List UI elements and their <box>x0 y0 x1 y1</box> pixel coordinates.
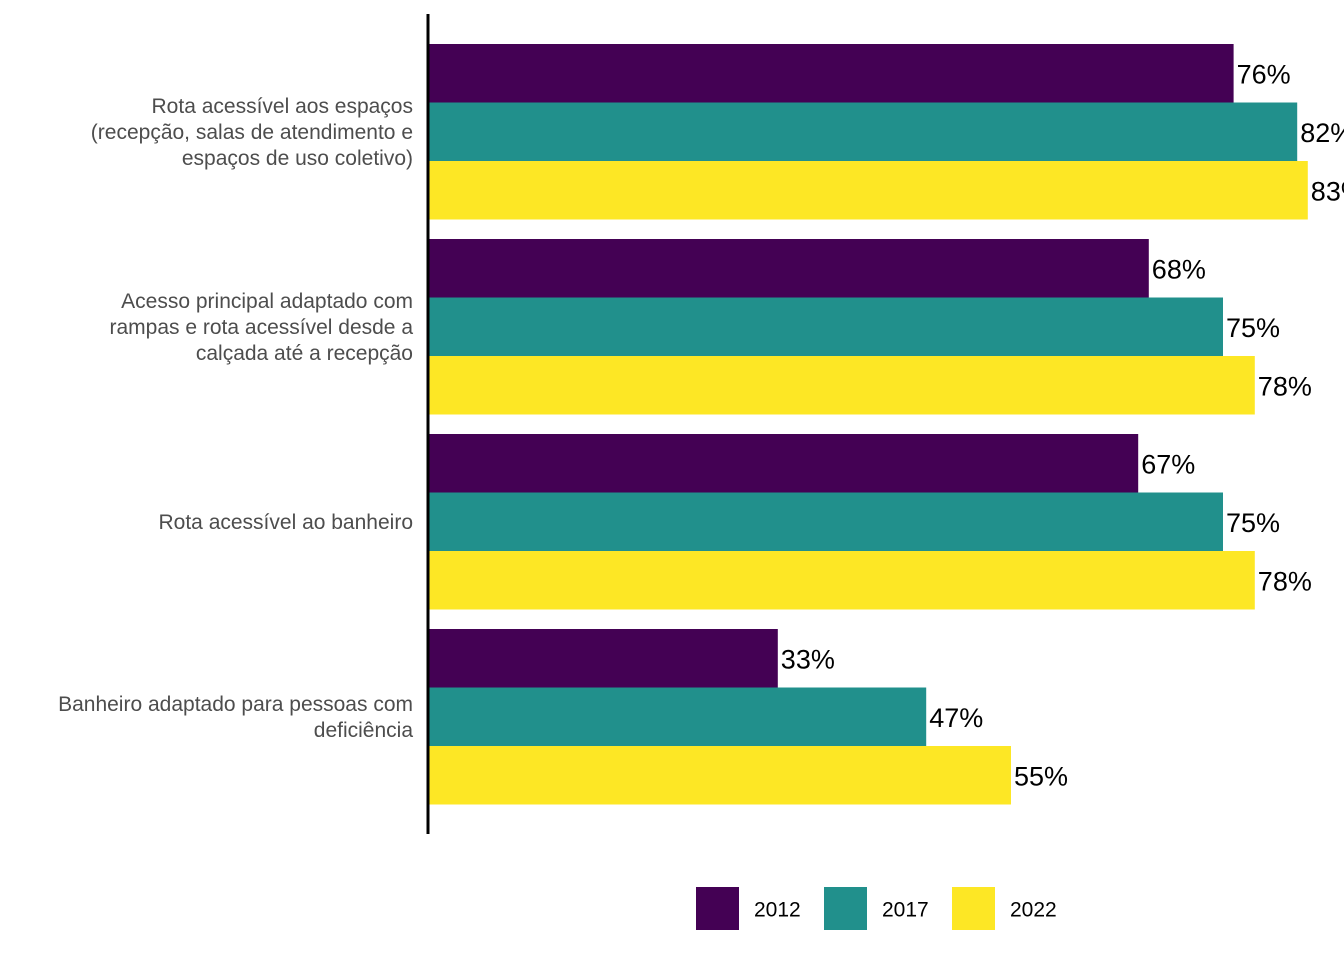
legend-swatch-2017 <box>824 887 867 930</box>
data-label-2022-2: 78% <box>1258 371 1312 401</box>
bar-2017-3 <box>428 492 1223 551</box>
category-label-line: rampas e rota acessível desde a <box>110 316 414 339</box>
data-label-2012-2: 68% <box>1152 254 1206 284</box>
category-label-3: Rota acessível ao banheiro <box>159 511 414 534</box>
legend-swatch-2022 <box>952 887 995 930</box>
data-label-2017-2: 75% <box>1226 313 1280 343</box>
category-label-line: deficiência <box>314 719 414 742</box>
category-label-line: calçada até a recepção <box>196 342 413 365</box>
category-label-1: Rota acessível aos espaços (recepção, sal… <box>91 95 413 170</box>
category-label-2: Acesso principal adaptado com rampas e ro… <box>110 290 414 365</box>
data-label-2012-1: 76% <box>1237 59 1291 89</box>
bars-group <box>428 44 1308 805</box>
data-label-2022-4: 55% <box>1014 761 1068 791</box>
bar-2012-4 <box>428 629 778 688</box>
category-label-line: Banheiro adaptado para pessoas com <box>58 693 413 716</box>
bar-2017-1 <box>428 102 1298 161</box>
category-label-line: (recepção, salas de atendimento e <box>91 121 413 144</box>
bar-2012-2 <box>428 239 1149 298</box>
legend-swatch-2012 <box>696 887 739 930</box>
legend-label-2022: 2022 <box>1010 899 1057 922</box>
data-label-2022-3: 78% <box>1258 566 1312 596</box>
bar-2017-4 <box>428 687 927 746</box>
data-label-2012-4: 33% <box>781 644 835 674</box>
data-label-2017-1: 82% <box>1300 118 1344 148</box>
legend: 2012 2017 2022 <box>696 887 1057 930</box>
data-label-2022-1: 83% <box>1311 176 1344 206</box>
category-label-line: Rota acessível aos espaços <box>152 95 413 118</box>
data-label-2017-4: 47% <box>929 703 983 733</box>
category-label-line: Rota acessível ao banheiro <box>159 511 414 534</box>
bar-2022-3 <box>428 551 1255 610</box>
category-labels-group: Rota acessível aos espaços (recepção, sal… <box>58 95 413 742</box>
bar-2022-1 <box>428 161 1308 220</box>
data-label-2012-3: 67% <box>1141 449 1195 479</box>
data-label-2017-3: 75% <box>1226 508 1280 538</box>
bar-2022-4 <box>428 746 1011 805</box>
bar-2012-3 <box>428 434 1139 493</box>
bar-2022-2 <box>428 356 1255 415</box>
bar-2017-2 <box>428 297 1223 356</box>
legend-label-2017: 2017 <box>882 899 929 922</box>
category-label-line: espaços de uso coletivo) <box>182 147 413 170</box>
category-label-line: Acesso principal adaptado com <box>121 290 413 313</box>
legend-label-2012: 2012 <box>754 899 801 922</box>
value-labels-group: 76% 82% 83% 68% 75% 78% 67% 75% 78% 33% 47% 55% <box>781 59 1344 791</box>
bar-2012-1 <box>428 44 1234 103</box>
category-label-4: Banheiro adaptado para pessoas com defici… <box>58 693 413 742</box>
